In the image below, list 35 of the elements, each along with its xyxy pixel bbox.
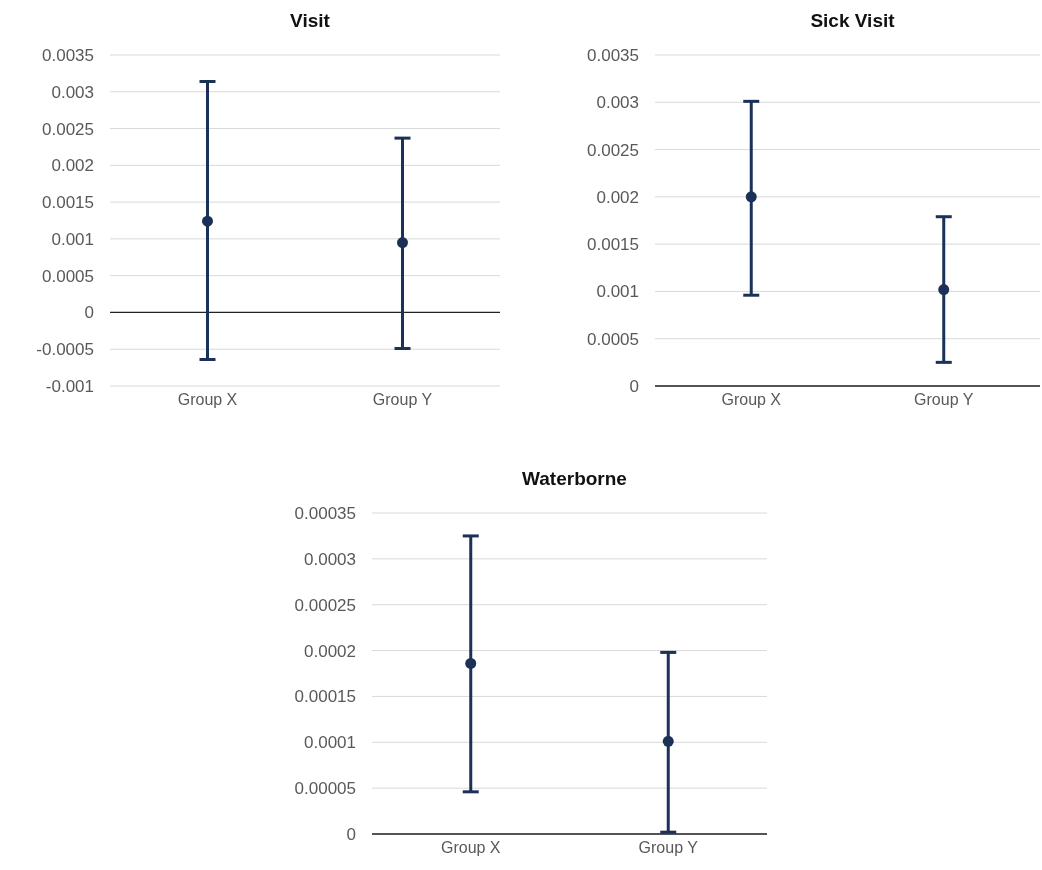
y-tick-label: 0.003 xyxy=(51,82,94,102)
y-tick-label: 0 xyxy=(84,303,94,323)
y-tick-label: 0.0005 xyxy=(42,266,94,286)
x-tick-label: Group Y xyxy=(638,839,699,857)
y-tick-label: 0.001 xyxy=(51,229,94,249)
y-tick-label: 0.0001 xyxy=(304,733,356,753)
y-tick-label: 0.001 xyxy=(596,282,639,302)
y-tick-label: 0.00005 xyxy=(294,779,356,799)
chart-title: Sick Visit xyxy=(809,10,896,32)
y-tick-label: 0 xyxy=(629,377,639,397)
y-tick-label: 0.00015 xyxy=(294,687,356,707)
x-tick-label: Group X xyxy=(721,391,782,409)
y-tick-label: 0.0025 xyxy=(587,140,639,160)
y-tick-label: 0.0035 xyxy=(42,46,94,66)
x-tick-label: Group X xyxy=(440,839,501,857)
y-tick-label: 0.0002 xyxy=(304,641,356,661)
y-tick-label: 0.00025 xyxy=(294,595,356,615)
y-tick-label: 0.0035 xyxy=(587,46,639,66)
y-tick-label: 0 xyxy=(346,825,356,845)
y-tick-label: -0.0005 xyxy=(36,340,94,360)
chart-title: Visit xyxy=(289,10,331,32)
y-tick-label: 0.0003 xyxy=(304,549,356,569)
chart-title: Waterborne xyxy=(521,468,628,490)
y-tick-label: -0.001 xyxy=(45,377,94,397)
y-tick-label: 0.00035 xyxy=(294,504,356,524)
y-tick-label: 0.002 xyxy=(596,187,639,207)
x-tick-label: Group X xyxy=(177,391,238,409)
y-tick-label: 0.0005 xyxy=(587,329,639,349)
x-tick-label: Group Y xyxy=(372,391,433,409)
y-tick-label: 0.0015 xyxy=(587,235,639,255)
y-tick-label: 0.0015 xyxy=(42,193,94,213)
y-tick-label: 0.003 xyxy=(596,93,639,113)
y-tick-label: 0.0025 xyxy=(42,119,94,139)
x-tick-label: Group Y xyxy=(914,391,974,409)
y-tick-label: 0.002 xyxy=(51,156,94,176)
